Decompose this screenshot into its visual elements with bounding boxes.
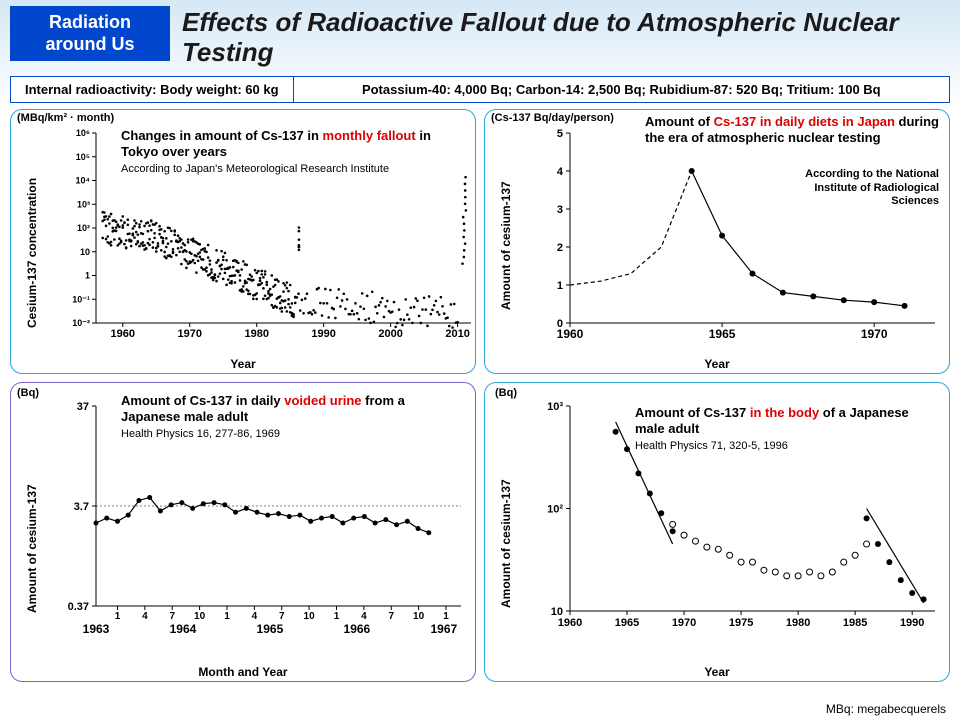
svg-text:10²: 10² bbox=[77, 223, 90, 233]
panel-urine: (Bq) Amount of Cs-137 in daily voided ur… bbox=[10, 382, 476, 682]
svg-text:4: 4 bbox=[252, 611, 258, 622]
xlabel: Year bbox=[11, 357, 475, 371]
svg-text:7: 7 bbox=[169, 611, 175, 622]
svg-text:4: 4 bbox=[557, 166, 564, 178]
panel-fallout-tokyo: (MBq/km² · month) Changes in amount of C… bbox=[10, 109, 476, 374]
svg-text:1960: 1960 bbox=[557, 327, 584, 341]
svg-text:5: 5 bbox=[557, 128, 563, 140]
info-bar: Internal radioactivity: Body weight: 60 … bbox=[10, 76, 950, 103]
svg-text:7: 7 bbox=[279, 611, 285, 622]
svg-text:1963: 1963 bbox=[83, 622, 110, 636]
svg-text:7: 7 bbox=[388, 611, 394, 622]
xlabel: Month and Year bbox=[11, 665, 475, 679]
panel4-chart: 1010²10³1960196519701975198019851990 bbox=[515, 401, 945, 659]
svg-text:10⁻²: 10⁻² bbox=[72, 318, 90, 328]
svg-text:10⁴: 10⁴ bbox=[76, 175, 90, 185]
unit-label: (Cs-137 Bq/day/person) bbox=[491, 112, 614, 124]
svg-text:1990: 1990 bbox=[900, 617, 924, 629]
panel1-chart: 10⁻² 10⁻¹ 1 10 10² 10³ 10⁴ 10⁵ 10⁶ 1960 1970 1980 19… bbox=[41, 128, 481, 358]
svg-text:1: 1 bbox=[224, 611, 230, 622]
header: Radiation around Us Effects of Radioacti… bbox=[0, 0, 960, 70]
svg-text:1: 1 bbox=[334, 611, 340, 622]
svg-text:1965: 1965 bbox=[257, 622, 284, 636]
svg-text:0.37: 0.37 bbox=[68, 601, 89, 613]
svg-text:2: 2 bbox=[557, 242, 563, 254]
svg-text:1960: 1960 bbox=[111, 328, 135, 340]
svg-text:1: 1 bbox=[85, 270, 90, 280]
svg-text:1: 1 bbox=[443, 611, 449, 622]
svg-text:1965: 1965 bbox=[709, 327, 736, 341]
svg-text:10²: 10² bbox=[547, 503, 563, 515]
ylabel: Amount of cesium-137 bbox=[499, 479, 513, 608]
svg-text:10: 10 bbox=[413, 611, 425, 622]
badge-line2: around Us bbox=[24, 34, 156, 56]
unit-label: (MBq/km² · month) bbox=[17, 112, 114, 124]
svg-text:3.7: 3.7 bbox=[74, 501, 89, 513]
ylabel: Amount of cesium-137 bbox=[25, 484, 39, 613]
ylabel: Cesium-137 concentration bbox=[25, 178, 39, 328]
svg-text:3: 3 bbox=[557, 204, 563, 216]
svg-text:4: 4 bbox=[361, 611, 367, 622]
svg-text:1964: 1964 bbox=[170, 622, 197, 636]
xlabel: Year bbox=[485, 357, 949, 371]
svg-text:1970: 1970 bbox=[672, 617, 696, 629]
svg-text:1: 1 bbox=[115, 611, 121, 622]
panel-body: (Bq) Amount of Cs-137 in the body of a J… bbox=[484, 382, 950, 682]
page-title: Effects of Radioactive Fallout due to At… bbox=[182, 6, 950, 68]
svg-text:1990: 1990 bbox=[311, 328, 335, 340]
svg-text:4: 4 bbox=[142, 611, 148, 622]
svg-text:1: 1 bbox=[557, 280, 563, 292]
svg-text:1970: 1970 bbox=[178, 328, 202, 340]
svg-text:1970: 1970 bbox=[861, 327, 888, 341]
svg-text:10⁻¹: 10⁻¹ bbox=[72, 294, 90, 304]
info-isotopes: Potassium-40: 4,000 Bq; Carbon-14: 2,500… bbox=[294, 77, 949, 102]
svg-text:10⁶: 10⁶ bbox=[76, 128, 90, 138]
svg-text:10: 10 bbox=[80, 247, 90, 257]
svg-text:1980: 1980 bbox=[786, 617, 810, 629]
badge-line1: Radiation bbox=[24, 12, 156, 34]
svg-text:1960: 1960 bbox=[558, 617, 582, 629]
xlabel: Year bbox=[485, 665, 949, 679]
svg-text:10: 10 bbox=[304, 611, 316, 622]
svg-text:2000: 2000 bbox=[378, 328, 402, 340]
panel2-chart: 012345196019651970 bbox=[515, 128, 945, 353]
svg-text:1980: 1980 bbox=[244, 328, 268, 340]
chart-grid: (MBq/km² · month) Changes in amount of C… bbox=[0, 109, 960, 682]
section-badge: Radiation around Us bbox=[10, 6, 170, 61]
panel-diet: (Cs-137 Bq/day/person) Amount of Cs-137 … bbox=[484, 109, 950, 374]
svg-text:1985: 1985 bbox=[843, 617, 867, 629]
svg-text:10³: 10³ bbox=[547, 401, 563, 413]
unit-label: (Bq) bbox=[17, 387, 39, 399]
svg-text:1967: 1967 bbox=[430, 622, 457, 636]
svg-text:10³: 10³ bbox=[77, 199, 90, 209]
svg-text:1966: 1966 bbox=[344, 622, 371, 636]
svg-text:1965: 1965 bbox=[615, 617, 639, 629]
unit-label: (Bq) bbox=[495, 387, 517, 399]
svg-text:2010: 2010 bbox=[445, 328, 469, 340]
ylabel: Amount of cesium-137 bbox=[499, 181, 513, 310]
svg-text:1975: 1975 bbox=[729, 617, 753, 629]
svg-text:10⁵: 10⁵ bbox=[76, 152, 90, 162]
panel3-chart: 0.37 3.7 37 1 4 7 10 1 4 7 10 1 4 7 10 1 1963 1964 1965 196… bbox=[41, 401, 471, 661]
svg-text:10: 10 bbox=[194, 611, 206, 622]
footer-note: MBq: megabecquerels bbox=[826, 702, 946, 716]
svg-text:37: 37 bbox=[77, 401, 89, 413]
info-body-weight: Internal radioactivity: Body weight: 60 … bbox=[11, 77, 294, 102]
